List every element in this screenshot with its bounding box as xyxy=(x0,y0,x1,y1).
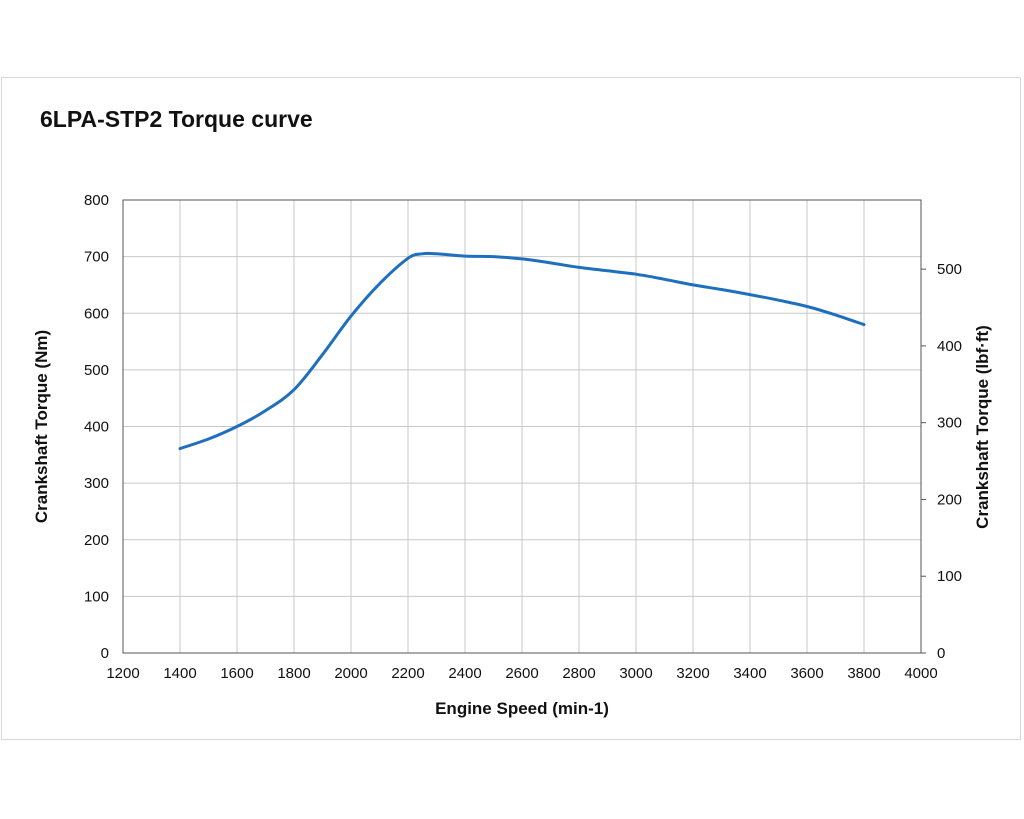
x-tick-label: 2800 xyxy=(562,665,595,682)
plot-area xyxy=(122,199,922,654)
x-tick-label: 1400 xyxy=(163,665,196,682)
y2-tick-label: 300 xyxy=(937,415,962,432)
y2-tick-label: 0 xyxy=(937,645,945,662)
y-tick-label: 600 xyxy=(84,305,109,322)
x-tick-label: 1200 xyxy=(106,665,139,682)
y2-tick-label: 200 xyxy=(937,491,962,508)
x-tick-label: 1600 xyxy=(220,665,253,682)
x-tick-label: 2200 xyxy=(391,665,424,682)
y-tick-label: 500 xyxy=(84,362,109,379)
y-tick-label: 200 xyxy=(84,532,109,549)
chart-frame xyxy=(1,77,1021,740)
y-tick-label: 800 xyxy=(84,192,109,209)
x-tick-label: 4000 xyxy=(904,665,937,682)
x-tick-label: 3400 xyxy=(733,665,766,682)
x-tick-label: 3600 xyxy=(790,665,823,682)
y-tick-label: 400 xyxy=(84,419,109,436)
x-tick-label: 3800 xyxy=(847,665,880,682)
y-tick-label: 300 xyxy=(84,475,109,492)
y2-tick-label: 500 xyxy=(937,261,962,278)
y2-axis-label: Crankshaft Torque (lbf·ft) xyxy=(973,325,992,529)
x-tick-label: 2600 xyxy=(505,665,538,682)
x-tick-label: 3200 xyxy=(676,665,709,682)
torque-line xyxy=(178,251,866,451)
y-tick-label: 0 xyxy=(101,645,109,662)
y-tick-label: 700 xyxy=(84,249,109,266)
tick-labels: 1200 1400 1600 1800 2000 2200 2400 2600 2800 3000… xyxy=(84,192,962,682)
y-axis-label: Crankshaft Torque (Nm) xyxy=(32,330,51,523)
chart-title: 6LPA-STP2 Torque curve xyxy=(40,106,313,132)
y2-tick-label: 100 xyxy=(937,568,962,585)
x-tick-label: 2000 xyxy=(334,665,367,682)
x-tick-label: 2400 xyxy=(448,665,481,682)
x-tick-label: 1800 xyxy=(277,665,310,682)
y-tick-label: 100 xyxy=(84,588,109,605)
x-tick-label: 3000 xyxy=(619,665,652,682)
y2-tick-label: 400 xyxy=(937,338,962,355)
x-axis-label: Engine Speed (min-1) xyxy=(435,699,609,718)
grid-layer xyxy=(122,199,922,654)
